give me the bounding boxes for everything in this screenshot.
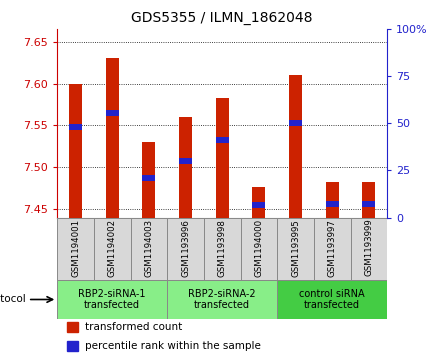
FancyBboxPatch shape	[277, 280, 387, 319]
Text: protocol: protocol	[0, 294, 26, 305]
Bar	[106, 58, 119, 218]
Text: RBP2-siRNA-1
transfected: RBP2-siRNA-1 transfected	[78, 289, 146, 310]
Bar	[106, 110, 119, 116]
Text: control siRNA
transfected: control siRNA transfected	[299, 289, 365, 310]
Bar	[289, 120, 302, 126]
Bar	[69, 83, 82, 218]
Bar	[253, 187, 265, 218]
Bar	[67, 341, 78, 351]
FancyBboxPatch shape	[94, 218, 131, 280]
Text: GSM1194000: GSM1194000	[254, 219, 264, 277]
Bar	[143, 142, 155, 218]
Text: RBP2-siRNA-2
transfected: RBP2-siRNA-2 transfected	[188, 289, 256, 310]
Bar	[143, 175, 155, 181]
FancyBboxPatch shape	[204, 218, 241, 280]
FancyBboxPatch shape	[167, 280, 277, 319]
FancyBboxPatch shape	[167, 218, 204, 280]
Bar	[67, 322, 78, 332]
Text: GSM1193999: GSM1193999	[364, 219, 374, 276]
FancyBboxPatch shape	[57, 218, 94, 280]
Bar	[326, 201, 339, 207]
FancyBboxPatch shape	[314, 218, 351, 280]
Text: GSM1193996: GSM1193996	[181, 219, 190, 277]
Text: GSM1194002: GSM1194002	[108, 219, 117, 277]
Text: GSM1193998: GSM1193998	[218, 219, 227, 277]
Text: GSM1193997: GSM1193997	[328, 219, 337, 277]
FancyBboxPatch shape	[57, 280, 167, 319]
Bar	[363, 201, 375, 207]
Text: GSM1194003: GSM1194003	[144, 219, 154, 277]
FancyBboxPatch shape	[131, 218, 167, 280]
Bar	[179, 158, 192, 164]
Bar	[179, 117, 192, 218]
FancyBboxPatch shape	[241, 218, 277, 280]
Bar	[326, 182, 339, 218]
Title: GDS5355 / ILMN_1862048: GDS5355 / ILMN_1862048	[132, 11, 313, 25]
FancyBboxPatch shape	[351, 218, 387, 280]
Bar	[253, 202, 265, 208]
Text: percentile rank within the sample: percentile rank within the sample	[85, 341, 261, 351]
Bar	[216, 98, 229, 218]
Bar	[216, 137, 229, 143]
Text: GSM1194001: GSM1194001	[71, 219, 80, 277]
FancyBboxPatch shape	[277, 218, 314, 280]
Bar	[363, 182, 375, 218]
Bar	[69, 124, 82, 130]
Text: transformed count: transformed count	[85, 322, 183, 332]
Bar	[289, 75, 302, 218]
Text: GSM1193995: GSM1193995	[291, 219, 300, 277]
